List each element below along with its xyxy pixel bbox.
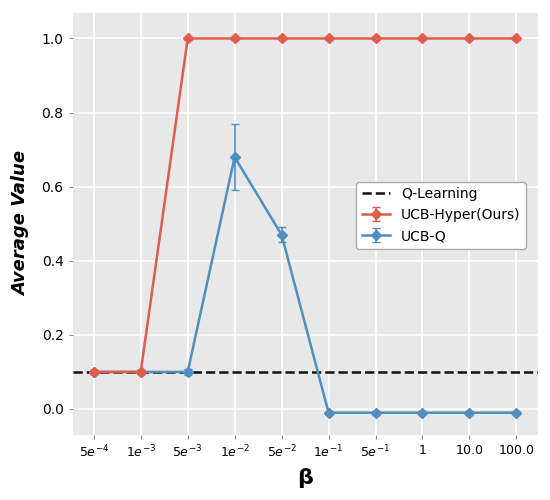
- Y-axis label: Average Value: Average Value: [13, 151, 30, 296]
- Q-Learning: [90, 369, 97, 375]
- Legend: Q-Learning, UCB-Hyper(Ours), UCB-Q: Q-Learning, UCB-Hyper(Ours), UCB-Q: [356, 182, 526, 249]
- X-axis label: β: β: [297, 468, 313, 487]
- Q-Learning: [138, 369, 144, 375]
